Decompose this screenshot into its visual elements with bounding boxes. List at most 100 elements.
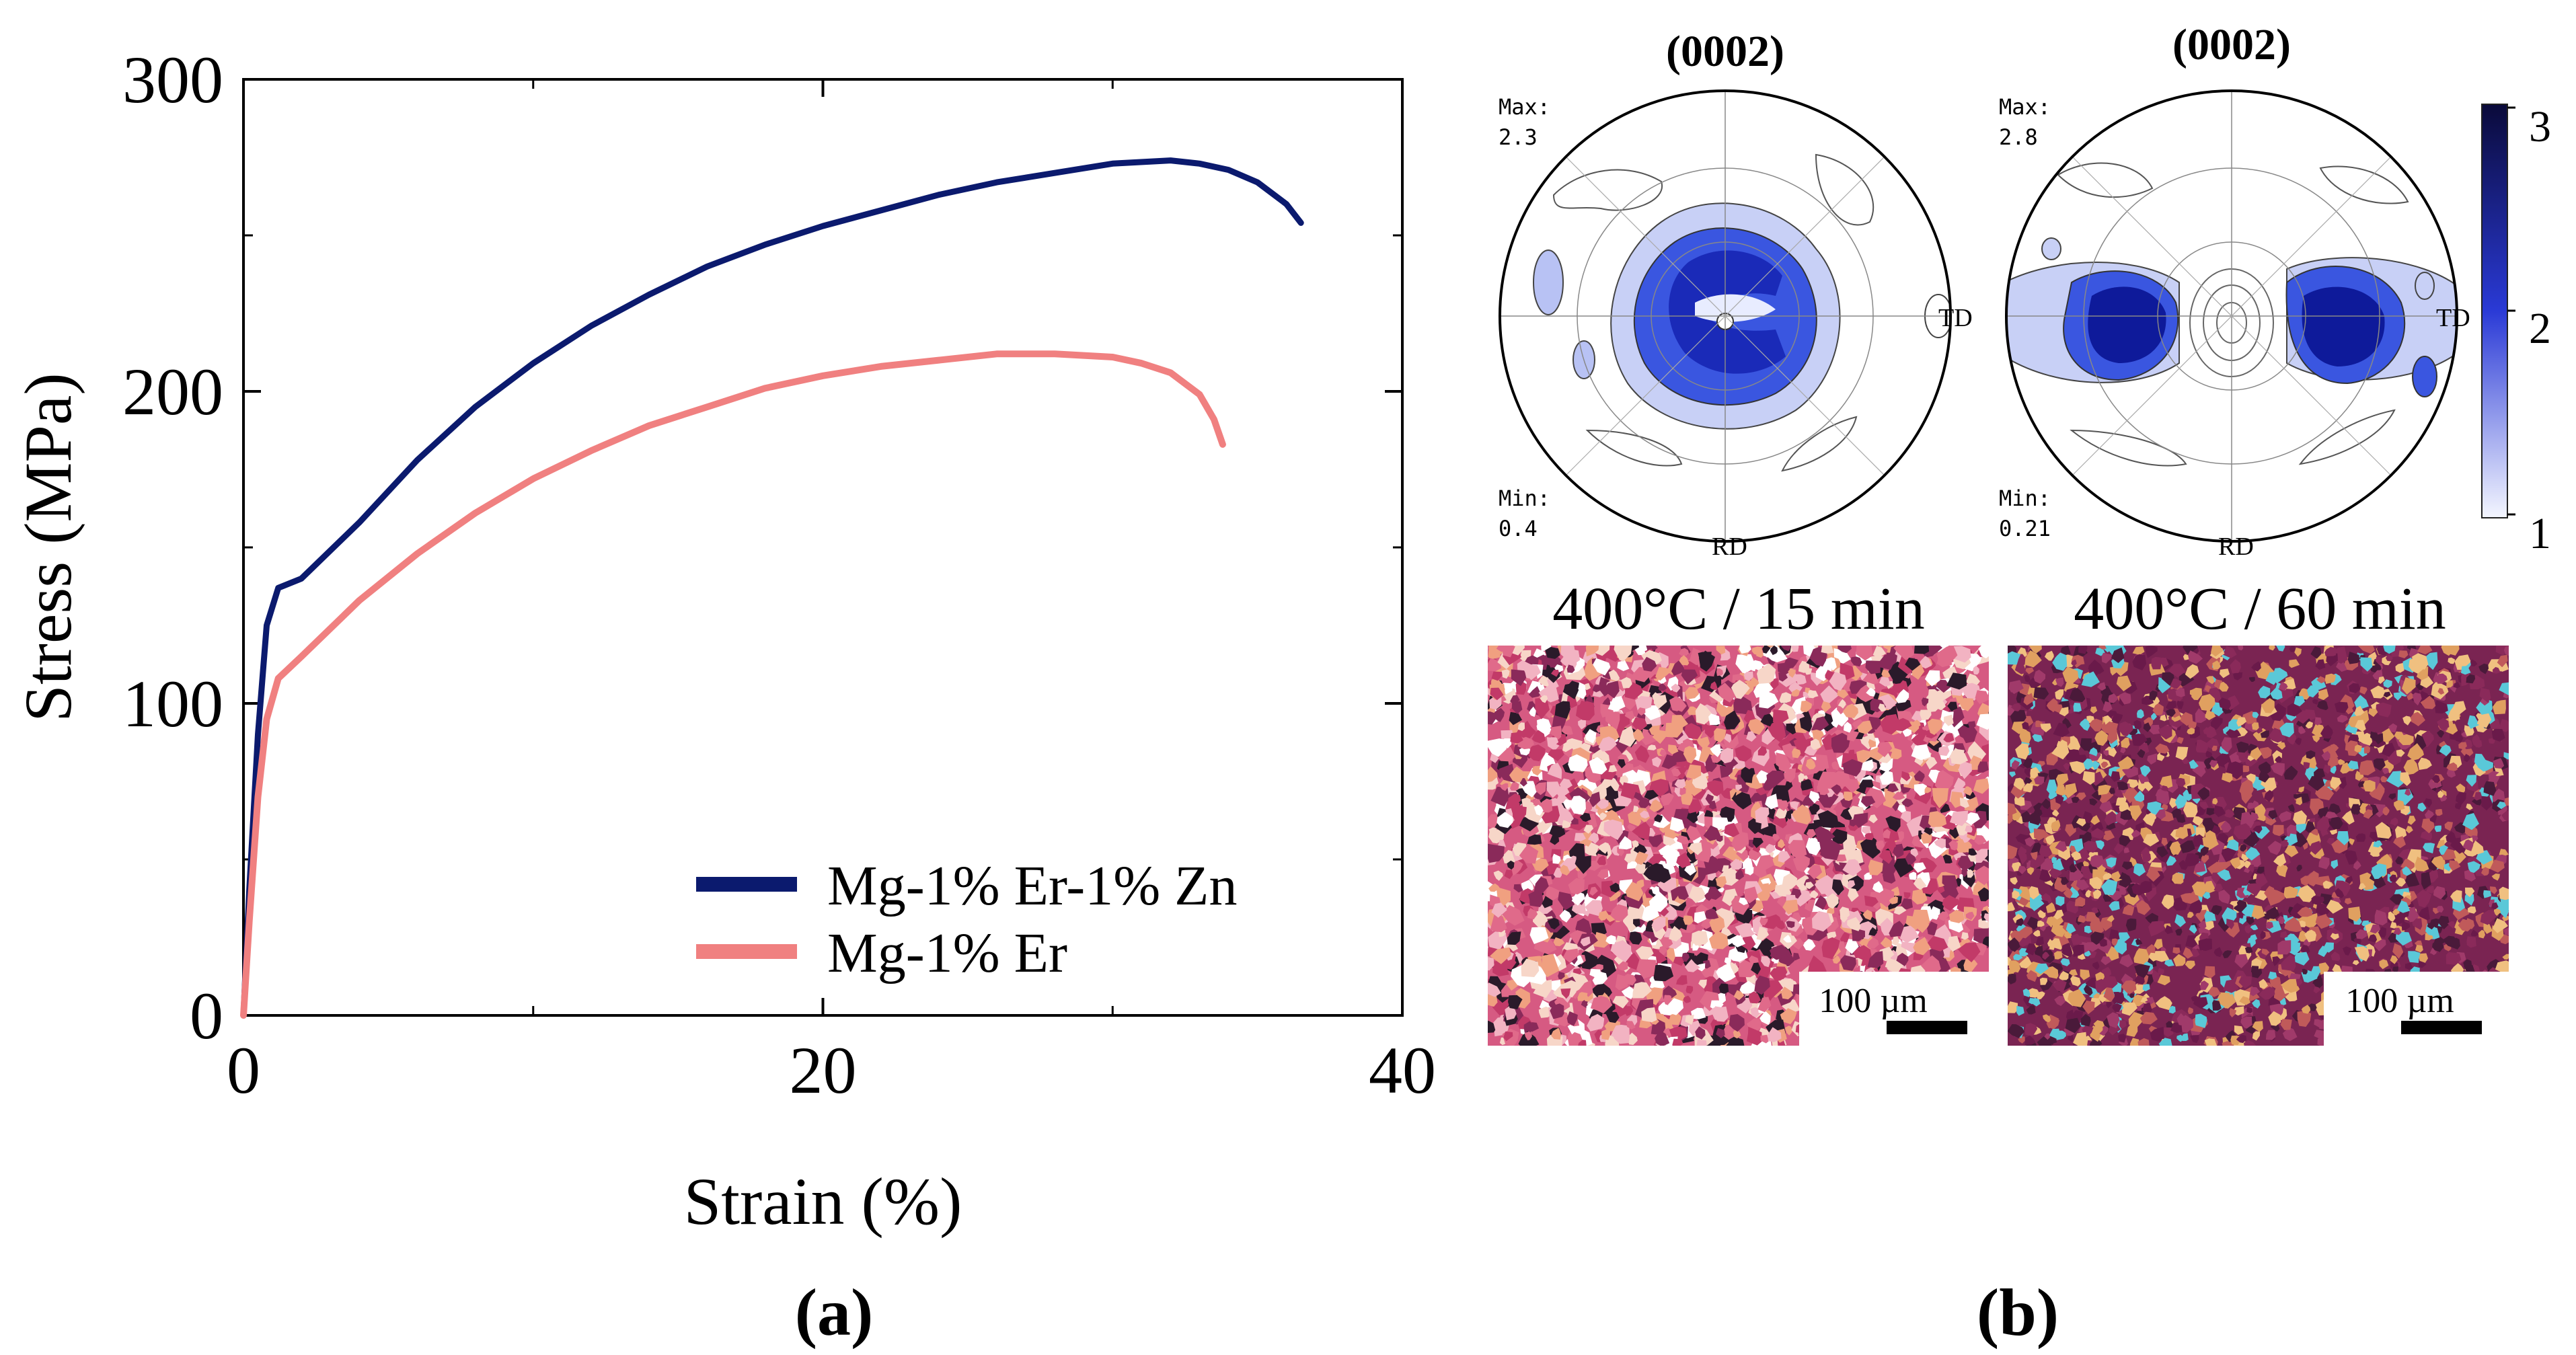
grain [2166, 701, 2177, 711]
grain [2081, 671, 2100, 687]
grain [1716, 1028, 1725, 1038]
grain [1879, 676, 1891, 687]
grain [1549, 980, 1561, 991]
grain [2183, 802, 2198, 818]
grain [1599, 812, 1607, 820]
grain [1668, 998, 1683, 1015]
grain [2117, 781, 2129, 791]
grain [2308, 870, 2319, 887]
grain [2131, 734, 2148, 746]
grain [2418, 953, 2428, 963]
grain [2067, 1034, 2074, 1042]
grain [2063, 887, 2073, 898]
grain [2324, 673, 2336, 684]
grain [1778, 839, 1786, 849]
grain [1550, 835, 1560, 845]
grain [1652, 757, 1662, 768]
grain [1547, 917, 1560, 930]
grain [2204, 911, 2216, 923]
grain [2200, 846, 2209, 857]
grain [1813, 819, 1823, 828]
grain [2085, 942, 2098, 952]
grain [1632, 821, 1651, 841]
grain [1488, 1020, 1496, 1033]
grain [2046, 779, 2058, 796]
grain [2024, 650, 2042, 668]
grain [1562, 648, 1581, 666]
grain [1983, 913, 1989, 922]
grain [2026, 1005, 2036, 1015]
grain [2353, 860, 2361, 870]
grain [2311, 896, 2324, 906]
grain [1694, 911, 1707, 924]
grain [2295, 978, 2303, 986]
grain [1566, 1011, 1578, 1026]
grain [2211, 646, 2223, 657]
grain [1791, 689, 1801, 697]
grain [1877, 741, 1893, 757]
grain [1879, 770, 1894, 785]
grain [1716, 646, 1726, 655]
grain [2008, 973, 2016, 984]
grain [2343, 946, 2352, 956]
grain [2453, 849, 2466, 865]
grain [1958, 760, 1972, 779]
grain [1779, 692, 1792, 703]
grain [1598, 911, 1609, 921]
grain [2319, 893, 2332, 906]
grain [1488, 648, 1501, 660]
grain [2191, 948, 2200, 958]
grain [2089, 798, 2098, 806]
grain [2024, 777, 2033, 785]
grain [2326, 899, 2344, 914]
grain [1580, 936, 1591, 947]
grain [1943, 733, 1955, 742]
grain [1704, 908, 1719, 919]
grain [1720, 748, 1734, 764]
grain [2462, 839, 2474, 851]
grain [2065, 1017, 2081, 1034]
grain [2265, 1030, 2276, 1040]
grain [1685, 687, 1700, 699]
grain [2240, 844, 2247, 852]
grain [1976, 713, 1989, 730]
grain [2066, 923, 2076, 934]
grain [2363, 809, 2373, 819]
grain [2244, 947, 2253, 954]
grain [2467, 826, 2476, 836]
grain [1934, 770, 1954, 791]
grain [1491, 671, 1503, 681]
grain [2269, 703, 2286, 722]
grain [1775, 808, 1788, 819]
grain [1805, 882, 1814, 890]
pole-figure-2: (0002) [1999, 20, 2470, 561]
grain [2379, 959, 2389, 970]
grain [2049, 1028, 2061, 1040]
grain [2149, 724, 2161, 735]
y-tick-label-1: 100 [122, 666, 223, 741]
grain [1912, 720, 1921, 728]
grain [2437, 906, 2444, 913]
grain [1831, 784, 1842, 795]
pole-figure-2-rd-label: RD [2218, 533, 2254, 561]
grain [1978, 646, 1989, 658]
grain [2172, 872, 2184, 884]
grain [2085, 890, 2092, 898]
grain [1873, 888, 1895, 908]
grain [1749, 677, 1760, 687]
grain [2349, 683, 2361, 693]
grain [2211, 824, 2221, 835]
grain [1533, 979, 1552, 999]
grain [2308, 841, 2322, 855]
grain [2421, 872, 2431, 890]
grain [1770, 646, 1778, 656]
grain [1605, 711, 1620, 730]
grain [2233, 823, 2252, 840]
grain [2198, 921, 2207, 930]
grain [1801, 779, 1813, 791]
grain [2420, 695, 2436, 709]
grain [1756, 770, 1768, 783]
grain [1509, 766, 1525, 783]
grain [1561, 726, 1573, 735]
grain [1892, 845, 1904, 858]
